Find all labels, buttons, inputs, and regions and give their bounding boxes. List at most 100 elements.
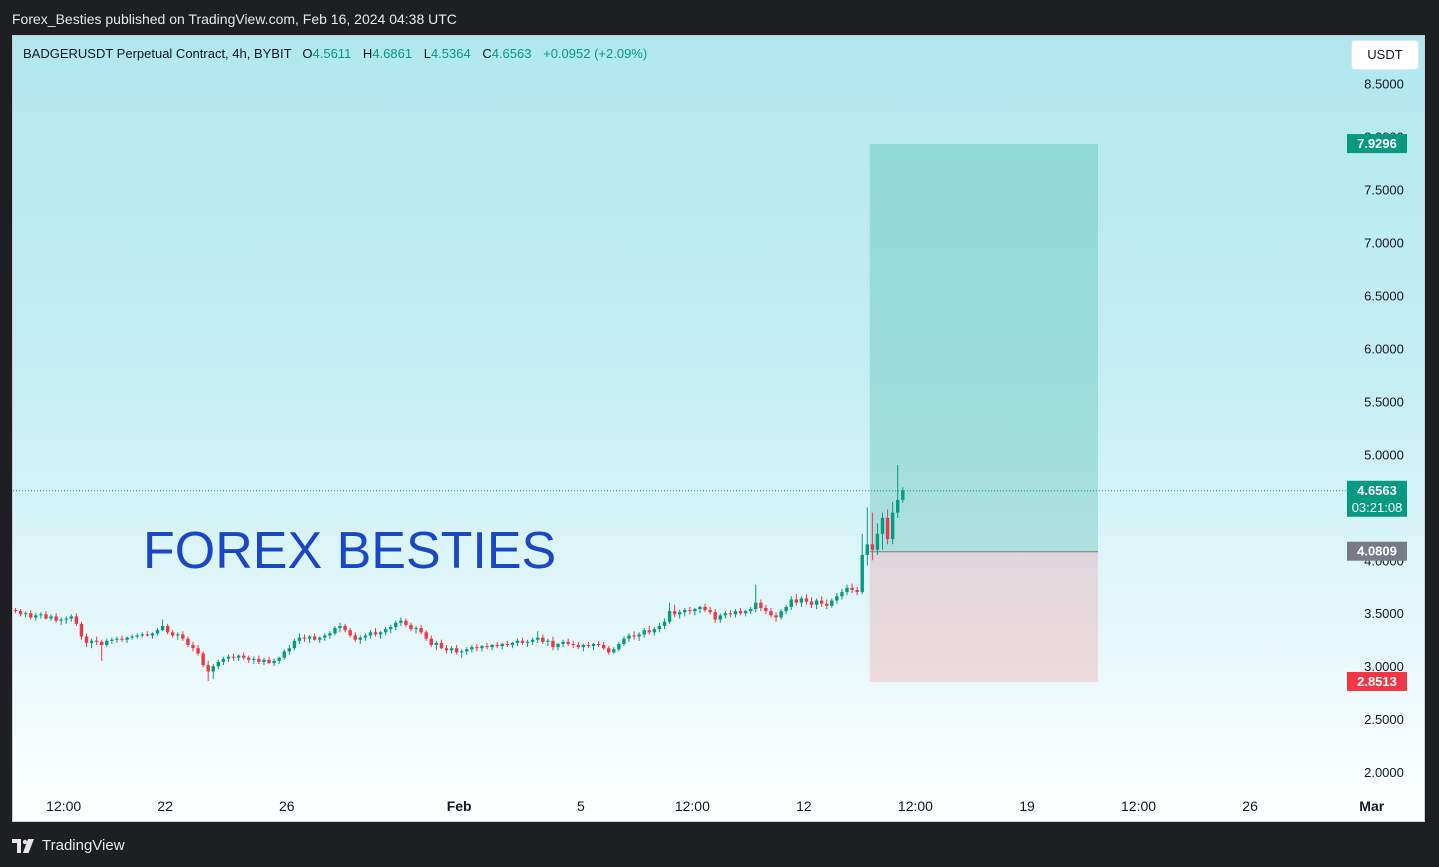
candle-body: [449, 648, 454, 651]
candle-body: [870, 544, 875, 550]
candle-body: [601, 645, 606, 649]
candle-body: [728, 613, 733, 615]
candle-body: [642, 630, 646, 635]
candle-body: [890, 512, 895, 540]
candle-body: [693, 609, 697, 612]
candle-body: [247, 657, 251, 660]
candle-body: [718, 615, 722, 620]
candle-body: [860, 554, 864, 593]
low-label: L: [423, 46, 431, 61]
x-tick-label: 5: [577, 798, 585, 814]
candle-body: [378, 632, 383, 635]
candle-body: [39, 614, 43, 616]
candle-body: [135, 635, 139, 637]
candle-body: [896, 499, 900, 513]
candle-body: [617, 643, 621, 650]
candle-body: [733, 611, 738, 615]
candle-body: [297, 637, 302, 641]
candle-body: [171, 632, 175, 636]
candle-body: [723, 613, 728, 616]
candlestick-chart[interactable]: FOREX BESTIES 8.50008.00007.50007.00006.…: [13, 36, 1425, 822]
candle-body: [89, 640, 94, 643]
candle-body: [596, 643, 601, 646]
candle-body: [343, 625, 347, 631]
candle-body: [44, 614, 48, 619]
close-value: 4.6563: [491, 46, 532, 61]
candle-body: [150, 633, 155, 636]
candle-body: [612, 649, 616, 653]
candle-body: [373, 632, 378, 635]
x-tick-label: 26: [1242, 798, 1258, 814]
x-tick-label: 19: [1019, 798, 1035, 814]
tradingview-logo[interactable]: TradingView: [12, 835, 125, 857]
candle-body: [201, 653, 205, 666]
stop-zone[interactable]: [869, 551, 1098, 682]
candle-body: [885, 517, 890, 540]
candle-body: [647, 630, 651, 633]
candle-body: [140, 634, 144, 636]
candle-body: [216, 661, 221, 667]
candle-body: [414, 628, 418, 630]
high-value: 4.6861: [372, 46, 413, 61]
candle-body: [814, 600, 819, 605]
candle-body: [181, 634, 185, 639]
candle-body: [434, 642, 439, 646]
candle-body: [221, 658, 226, 662]
candle-body: [743, 611, 748, 614]
candle-body: [318, 637, 322, 640]
candle-body: [485, 646, 489, 648]
candle-body: [662, 621, 667, 626]
candle-body: [586, 645, 591, 647]
candle-body: [125, 637, 129, 640]
candle-body: [804, 598, 809, 602]
candle-body: [262, 659, 266, 662]
candle-body: [809, 601, 814, 605]
candle-body: [160, 625, 165, 631]
candle-body: [155, 630, 160, 634]
chart-frame[interactable]: FOREX BESTIES 8.50008.00007.50007.00006.…: [12, 35, 1425, 822]
candle-body: [678, 612, 682, 615]
candle-body: [850, 587, 854, 590]
candle-body: [74, 616, 79, 624]
currency-button[interactable]: USDT: [1351, 40, 1419, 70]
candle-body: [69, 616, 74, 619]
candle-body: [774, 615, 778, 618]
candle-body: [637, 634, 641, 637]
candle-body: [784, 606, 788, 612]
candle-body: [754, 602, 758, 610]
candle-body: [277, 657, 281, 661]
target-price-badge-label: 7.9296: [1357, 136, 1397, 151]
y-tick-label: 6.0000: [1364, 341, 1404, 356]
candle-body: [236, 655, 241, 658]
candle-body: [840, 592, 844, 597]
candle-body: [845, 587, 849, 593]
y-tick-label: 5.0000: [1364, 447, 1404, 462]
candle-body: [855, 589, 859, 593]
symbol-legend: BADGERUSDT Perpetual Contract, 4h, BYBIT…: [23, 46, 655, 61]
candle-body: [241, 655, 246, 658]
candle-body: [495, 645, 499, 647]
watermark-text: FOREX BESTIES: [143, 522, 556, 580]
candle-body: [363, 635, 368, 638]
candle-body: [708, 610, 712, 613]
x-tick-label: 22: [157, 798, 173, 814]
candle-body: [358, 637, 362, 640]
y-tick-label: 5.5000: [1364, 394, 1404, 409]
candle-body: [657, 625, 662, 630]
candle-body: [510, 642, 515, 646]
candle-body: [100, 641, 104, 646]
candle-body: [191, 645, 195, 649]
candle-body: [459, 651, 464, 653]
candle-body: [703, 606, 707, 611]
candle-body: [505, 643, 510, 646]
last-price-badge: [1347, 480, 1407, 517]
candle-body: [59, 619, 63, 621]
candle-body: [581, 645, 586, 648]
candle-body: [622, 638, 626, 644]
y-tick-label: 2.5000: [1364, 712, 1404, 727]
target-zone[interactable]: [869, 144, 1098, 552]
footer-brand: TradingView: [42, 837, 125, 854]
y-tick-label: 2.0000: [1364, 765, 1404, 780]
candle-body: [186, 638, 190, 646]
target-price-badge: [1347, 134, 1407, 154]
